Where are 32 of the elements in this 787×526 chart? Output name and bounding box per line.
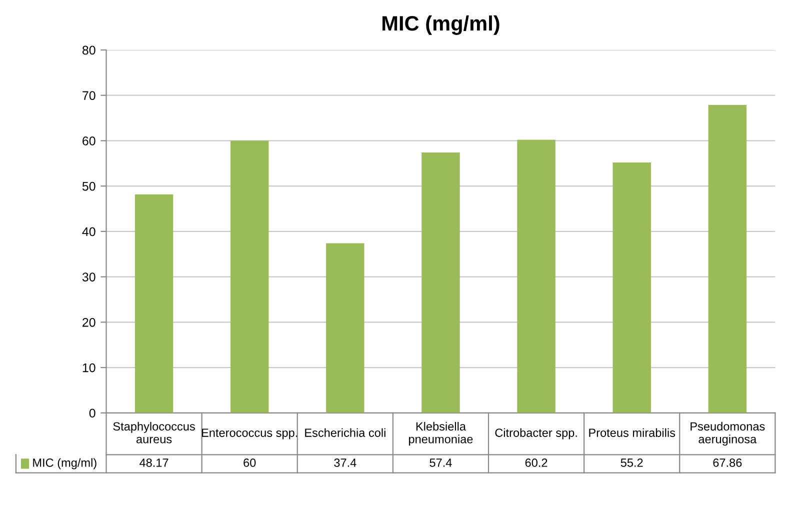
x-tick-label: Klebsiella pneumoniae [408, 422, 473, 446]
y-tick-label: 40 [82, 227, 96, 236]
data-label: 60.2 [525, 458, 548, 467]
data-label: 60 [244, 458, 256, 467]
y-tick-label: 30 [82, 272, 96, 282]
y-tick-label: 10 [82, 363, 96, 372]
y-tick-label: 80 [82, 46, 96, 55]
data-label: 55.2 [620, 458, 643, 467]
bar [230, 140, 269, 413]
y-tick-label: 50 [82, 182, 96, 191]
x-tick-label: Enterococcus spp. [202, 428, 298, 440]
bar [134, 194, 174, 413]
bar [422, 152, 460, 413]
x-tick-label: Escherichia coli [305, 428, 386, 437]
bar [517, 140, 556, 413]
y-tick-label: 0 [89, 408, 96, 418]
bar [708, 105, 747, 413]
x-tick-label: Proteus mirabilis [589, 428, 676, 437]
bar [612, 162, 651, 413]
data-label: 67.86 [713, 458, 742, 467]
x-tick-label: Pseudomonas aeruginosa [690, 422, 765, 446]
data-label: 48.17 [140, 458, 168, 467]
y-tick-label: 70 [82, 91, 96, 100]
x-tick-label: Staphylococcus aureus [113, 422, 195, 444]
data-label: 57.4 [430, 458, 452, 467]
y-tick-label: 20 [82, 318, 96, 327]
chart-title: MIC (mg/ml) [382, 15, 500, 35]
y-tick-label: 60 [82, 136, 96, 146]
legend-label: MIC (mg/ml) [33, 458, 96, 470]
bar [326, 243, 364, 413]
data-label: 37.4 [334, 458, 356, 467]
x-tick-label: Citrobacter spp. [495, 428, 577, 440]
